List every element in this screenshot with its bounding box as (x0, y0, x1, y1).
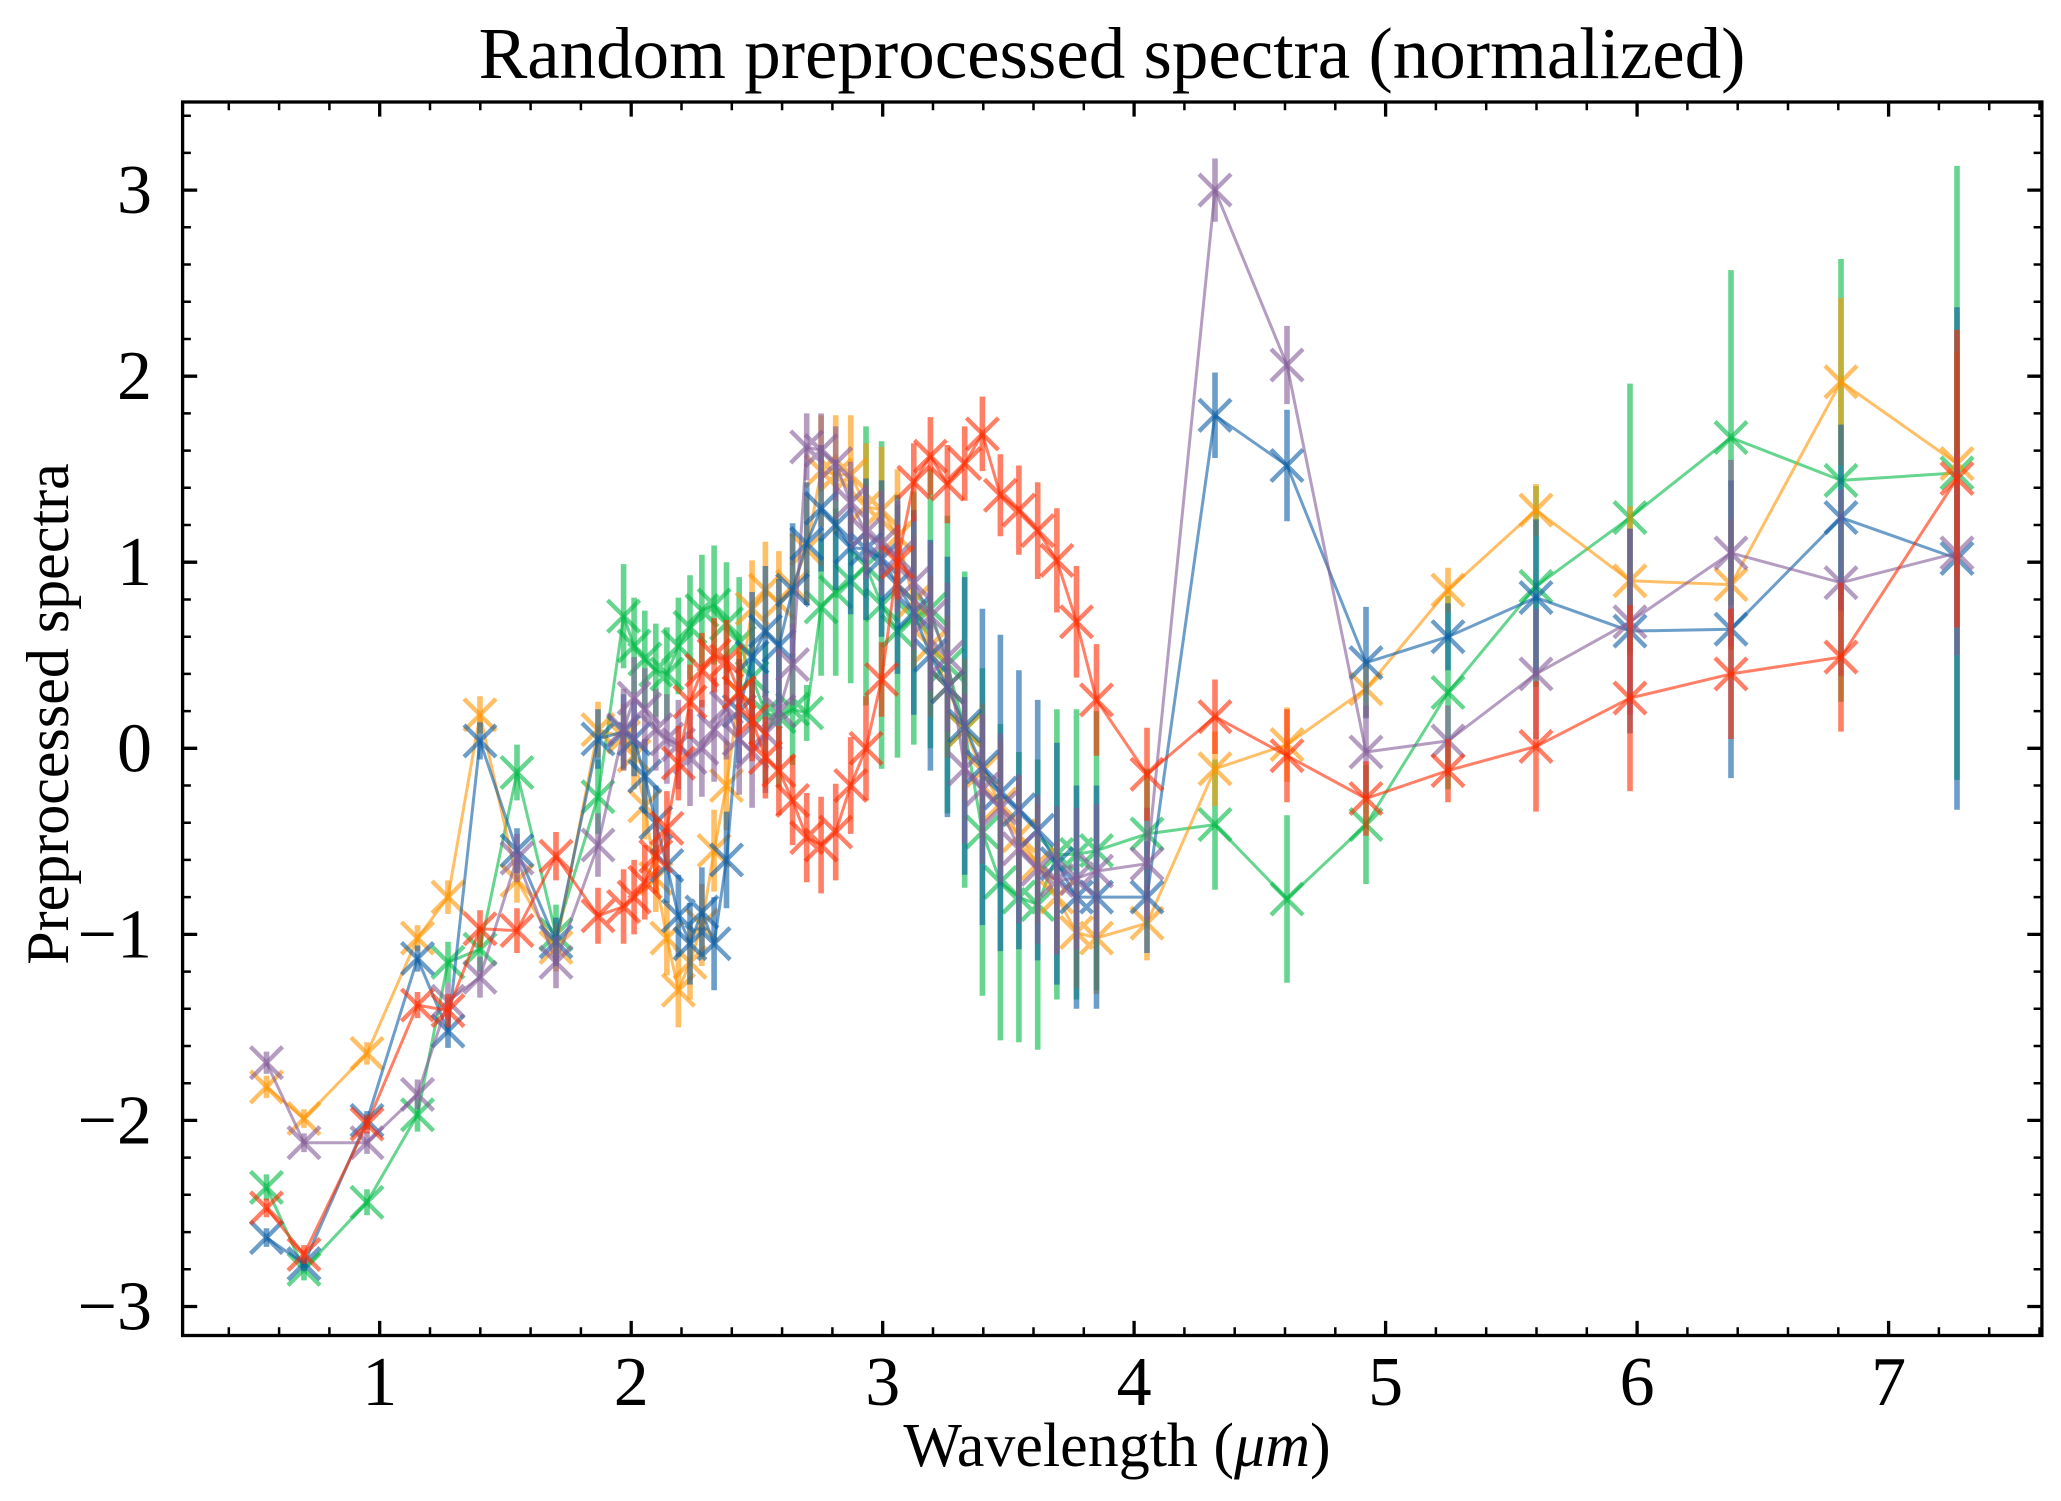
svg-text:−3: −3 (78, 1269, 152, 1346)
svg-text:4: 4 (1117, 1344, 1152, 1421)
svg-text:0: 0 (117, 710, 152, 787)
svg-text:Preprocessed spectra: Preprocessed spectra (15, 463, 81, 964)
svg-text:6: 6 (1620, 1344, 1655, 1421)
svg-text:−1: −1 (78, 896, 152, 973)
svg-text:Wavelength (μm): Wavelength (μm) (903, 1412, 1330, 1480)
svg-text:1: 1 (117, 524, 152, 601)
svg-text:2: 2 (117, 338, 152, 415)
svg-text:2: 2 (614, 1344, 649, 1421)
svg-text:3: 3 (865, 1344, 900, 1421)
svg-text:3: 3 (117, 152, 152, 229)
svg-text:7: 7 (1871, 1344, 1906, 1421)
svg-text:Random preprocessed spectra (n: Random preprocessed spectra (normalized) (479, 13, 1746, 94)
svg-text:1: 1 (362, 1344, 397, 1421)
svg-text:5: 5 (1368, 1344, 1403, 1421)
svg-text:−2: −2 (78, 1082, 152, 1159)
